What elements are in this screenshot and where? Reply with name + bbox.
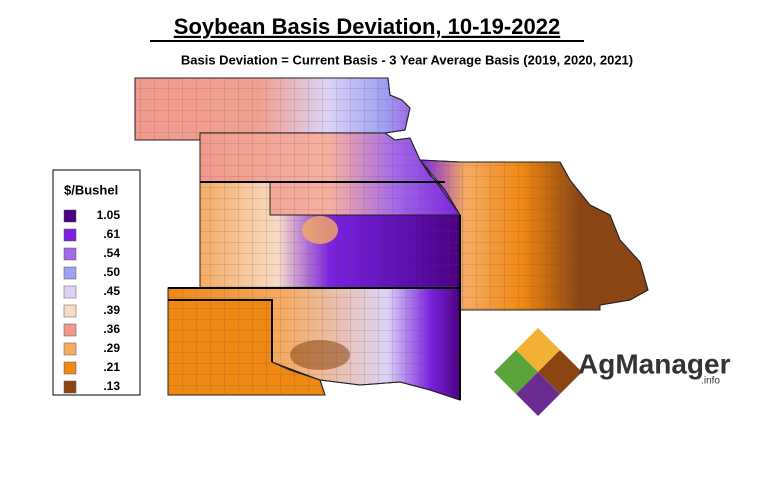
legend-swatch	[63, 380, 77, 394]
map	[134, 77, 649, 401]
shade-spot	[290, 340, 350, 370]
legend-label: .54	[103, 246, 120, 260]
legend-swatch	[63, 361, 77, 375]
legend-label: .36	[103, 322, 120, 336]
legend-label: .21	[103, 360, 120, 374]
legend: 1.05 .61 .54 .50 .45 .39 .36 .29 .21 .13	[63, 208, 121, 394]
shade-spot	[302, 216, 338, 244]
legend-swatch	[63, 209, 77, 223]
state-borders	[168, 181, 461, 400]
legend-swatch	[63, 304, 77, 318]
legend-swatch	[63, 323, 77, 337]
subtitle: Basis Deviation = Current Basis - 3 Year…	[181, 52, 633, 67]
logo: AgManager .info	[494, 328, 731, 416]
legend-label: .13	[103, 379, 120, 393]
legend-swatch	[63, 228, 77, 242]
legend-label: .39	[103, 303, 120, 317]
legend-label: .45	[103, 284, 120, 298]
title: Soybean Basis Deviation, 10-19-2022	[174, 14, 560, 39]
logo-name: AgManager	[578, 348, 731, 379]
legend-label: 1.05	[97, 208, 121, 222]
logo-suffix: .info	[701, 376, 720, 387]
legend-swatch	[63, 342, 77, 356]
legend-label: .50	[103, 265, 120, 279]
legend-title: $/Bushel	[64, 182, 118, 197]
legend-label: .61	[103, 227, 120, 241]
county-lines	[134, 77, 649, 401]
legend-swatch	[63, 266, 77, 280]
legend-label: .29	[103, 341, 120, 355]
legend-box	[52, 169, 141, 396]
legend-swatch	[63, 285, 77, 299]
logo-tile	[516, 372, 560, 416]
legend-swatch	[63, 247, 77, 261]
